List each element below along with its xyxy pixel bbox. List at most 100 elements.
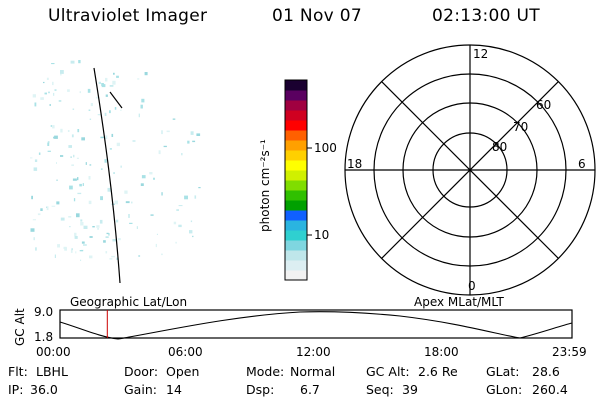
speckle	[74, 232, 77, 237]
lat-label-80: 80	[492, 140, 508, 154]
speckle	[178, 205, 183, 207]
gcalt-label: GC Alt:	[366, 364, 410, 379]
speckle	[178, 224, 182, 228]
time-label: 02:13:00 UT	[432, 6, 540, 26]
speckle	[196, 133, 201, 136]
colorbar-block	[285, 140, 307, 151]
mlt-label-12: 12	[473, 47, 489, 61]
orbit-plot-frame	[59, 309, 573, 339]
ip-label: IP:	[8, 382, 24, 397]
speckle	[161, 192, 163, 196]
speckle	[190, 131, 194, 135]
speckle	[83, 244, 87, 246]
speckle	[99, 219, 103, 224]
orbit-xtick-0: 00:00	[36, 345, 71, 359]
speckle	[35, 247, 37, 251]
speckle	[71, 134, 74, 138]
speckle	[56, 179, 58, 181]
colorbar-block	[285, 220, 307, 231]
speckle	[81, 241, 85, 244]
speckle	[109, 258, 113, 260]
colorbar-block	[285, 150, 307, 161]
mlt-label-6: 6	[578, 157, 586, 171]
speckle	[33, 167, 38, 171]
gain-label: Gain:	[124, 382, 157, 397]
speckle	[60, 128, 63, 133]
speckle	[100, 196, 103, 201]
terminator-tick	[109, 91, 123, 109]
glon-value: 260.4	[532, 382, 568, 397]
mlt-label-18: 18	[347, 157, 363, 171]
speckle	[54, 89, 57, 91]
speckle	[60, 217, 65, 221]
gcalt-value: 2.6 Re	[418, 364, 458, 379]
speckle	[34, 102, 37, 107]
orbit-ytick-top: 9.0	[34, 305, 54, 319]
instrument-title: Ultraviolet Imager	[48, 6, 208, 26]
speckle	[60, 155, 64, 157]
speckle	[52, 81, 54, 86]
speckle	[120, 165, 122, 168]
speckle	[96, 225, 100, 228]
speckle	[79, 250, 83, 252]
speckle	[46, 77, 49, 80]
dsp-value: 6.7	[300, 382, 320, 397]
speckle	[89, 255, 93, 259]
speckle	[120, 109, 122, 111]
speckle	[161, 130, 163, 135]
speckle	[43, 81, 45, 84]
door-value: Open	[166, 364, 200, 379]
orbit-right-label: Apex MLat/MLT	[414, 295, 504, 309]
lat-label-60: 60	[536, 98, 552, 112]
speckle	[80, 222, 84, 226]
speckle	[51, 205, 56, 207]
speckle	[70, 156, 72, 158]
speckle	[190, 220, 193, 223]
speckle	[64, 247, 67, 251]
speckle	[37, 213, 41, 216]
auroral-speckles	[30, 60, 201, 261]
colorbar-block	[285, 190, 307, 201]
speckle	[136, 226, 138, 229]
speckle	[31, 195, 33, 200]
orbit-xtick-2: 12:00	[296, 345, 331, 359]
speckle	[71, 164, 74, 166]
speckle	[194, 195, 197, 199]
speckle	[114, 200, 118, 205]
speckle	[47, 150, 51, 152]
speckle	[47, 142, 50, 146]
speckle	[60, 70, 64, 74]
colorbar-block	[285, 180, 307, 191]
speckle	[78, 60, 81, 64]
speckle	[105, 251, 108, 254]
speckle	[115, 219, 119, 223]
speckle	[48, 91, 50, 94]
speckle	[100, 168, 103, 170]
speckle	[138, 255, 141, 257]
colorbar-block	[285, 100, 307, 111]
speckle	[109, 110, 111, 114]
speckle	[73, 198, 76, 202]
speckle	[81, 137, 85, 141]
speckle	[156, 233, 158, 235]
colorbar-block	[285, 230, 307, 241]
speckle	[173, 221, 177, 225]
speckle	[97, 228, 99, 230]
speckle	[34, 159, 38, 162]
orbit-altitude-curve	[59, 311, 573, 340]
colorbar-block	[285, 110, 307, 121]
orbit-left-label: Geographic Lat/Lon	[70, 295, 188, 309]
speckle	[44, 92, 47, 95]
speckle	[140, 104, 143, 109]
speckle	[53, 92, 55, 96]
colorbar-block	[285, 170, 307, 181]
speckle	[131, 201, 133, 204]
speckle	[77, 177, 79, 181]
speckle	[53, 136, 57, 139]
speckle	[76, 213, 80, 218]
colorbar-block	[285, 200, 307, 211]
speckle	[109, 148, 112, 150]
speckle	[89, 118, 92, 120]
colorbar-block	[285, 270, 307, 281]
